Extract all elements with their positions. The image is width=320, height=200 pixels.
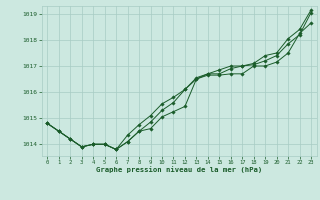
X-axis label: Graphe pression niveau de la mer (hPa): Graphe pression niveau de la mer (hPa) (96, 167, 262, 173)
